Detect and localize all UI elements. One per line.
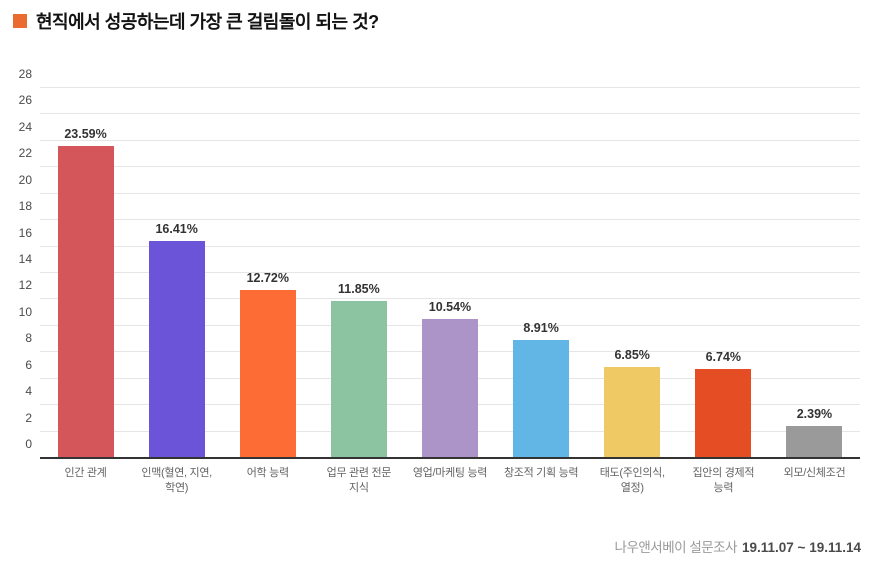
x-axis-category-label: 태도(주인의식, 열정)	[599, 467, 665, 494]
bar-value-label: 6.85%	[614, 348, 650, 363]
bar-value-label: 2.39%	[796, 407, 833, 422]
y-gridline	[40, 87, 860, 88]
x-axis-category-label: 외모/신체조건	[783, 467, 846, 479]
bar-slot: 23.59%	[40, 88, 131, 458]
bar[interactable]	[513, 340, 570, 458]
y-axis-tick-label: 18	[18, 199, 32, 214]
chart-footer: 나우앤서베이 설문조사 19.11.07 ~ 19.11.14	[615, 536, 861, 556]
bar-value-label: 11.85%	[338, 282, 380, 297]
survey-source-label: 나우앤서베이 설문조사	[614, 540, 738, 555]
bar-slot: 10.54%	[404, 88, 495, 458]
plot-area: 0 2 4 6 8 10 12 14 16 18 20 22 24 26 28 23.59% 16.41% 12.…	[19, 67, 860, 459]
bar-slot: 6.74%	[678, 88, 769, 458]
bar[interactable]	[239, 289, 296, 458]
y-gridline	[40, 219, 860, 221]
x-axis-category-label: 영업/마케팅 능력	[412, 467, 488, 479]
title-bullet-icon	[13, 14, 27, 28]
bar-slot: 11.85%	[313, 88, 404, 458]
y-gridline	[40, 245, 860, 247]
page-title: 현직에서 성공하는데 가장 큰 걸림돌이 되는 것?	[36, 12, 379, 32]
y-gridline	[40, 192, 860, 194]
y-axis-tick-label: 0	[25, 437, 32, 451]
bar-value-label: 23.59%	[64, 127, 107, 142]
bar[interactable]	[330, 301, 387, 458]
y-axis-tick-label: 28	[18, 67, 32, 81]
y-axis-tick-label: 14	[18, 252, 32, 266]
bar-slot: 2.39%	[769, 88, 860, 458]
bar[interactable]	[57, 146, 114, 458]
x-axis-category-label: 업무 관련 전문 지식	[326, 467, 392, 494]
bar-slot: 8.91%	[496, 88, 587, 458]
x-axis-labels: 인간 관계 인맥(혈연, 지연, 학연) 어학 능력 업무 관련 전문 지식 영업/마케…	[40, 466, 860, 510]
bar-slot: 6.85%	[587, 88, 678, 458]
y-gridline	[40, 166, 860, 168]
y-axis-tick-label: 10	[18, 304, 32, 319]
bar[interactable]	[604, 367, 661, 458]
x-axis-category-label: 어학 능력	[246, 467, 289, 479]
y-axis-tick-label: 2	[25, 410, 32, 425]
bar[interactable]	[148, 241, 205, 458]
x-axis-category-label: 인간 관계	[64, 467, 107, 479]
bar-value-label: 16.41%	[155, 222, 198, 237]
y-axis-tick-label: 6	[25, 357, 32, 372]
bar[interactable]	[695, 368, 752, 458]
y-axis-tick-label: 20	[18, 172, 32, 187]
y-gridline	[40, 139, 860, 141]
y-axis-tick-label: 16	[18, 225, 32, 240]
x-axis-category-label: 인맥(혈연, 지연, 학연)	[141, 467, 212, 494]
bar-slot: 12.72%	[222, 88, 313, 458]
y-axis-tick-label: 26	[18, 93, 32, 108]
bar[interactable]	[786, 426, 843, 458]
y-gridline	[40, 113, 860, 115]
bar-value-label: 6.74%	[705, 349, 742, 364]
x-axis-category-label: 창조적 기획 능력	[503, 467, 579, 479]
survey-period-label: 19.11.07 ~ 19.11.14	[742, 540, 861, 555]
y-gridline	[40, 298, 860, 300]
y-gridline	[40, 272, 860, 273]
bar-slot: 16.41%	[131, 88, 222, 458]
y-axis-tick-label: 22	[18, 146, 32, 161]
y-axis-tick-label: 8	[25, 331, 32, 346]
x-axis-baseline	[40, 457, 860, 459]
bar-value-label: 10.54%	[428, 299, 472, 314]
x-axis-category-label: 집안의 경제적 능력	[692, 467, 755, 494]
y-axis-tick-label: 24	[18, 119, 32, 134]
y-axis-tick-label: 12	[18, 278, 32, 293]
bar-value-label: 8.91%	[523, 321, 559, 336]
bar[interactable]	[421, 318, 478, 458]
y-axis-tick-label: 4	[25, 384, 32, 399]
chart-header: 현직에서 성공하는데 가장 큰 걸림돌이 되는 것?	[13, 8, 379, 34]
bar-value-label: 12.72%	[246, 270, 289, 285]
